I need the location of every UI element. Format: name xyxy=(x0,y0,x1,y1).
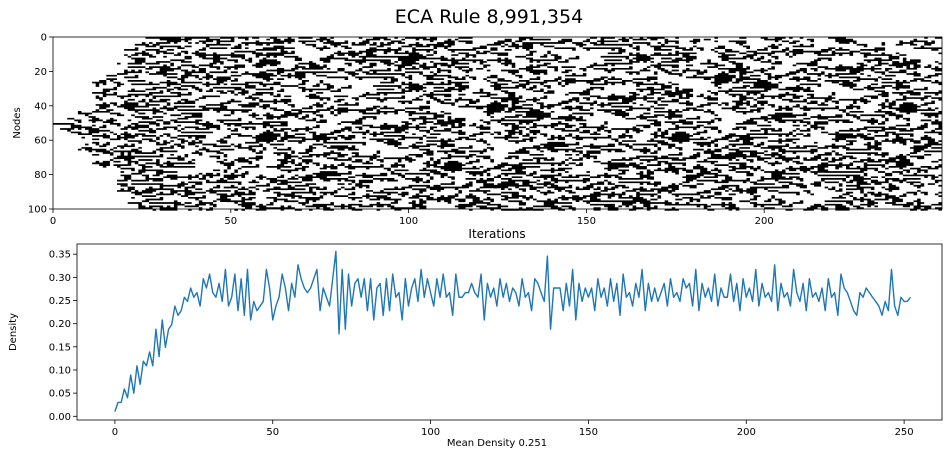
x-tick-label: 150 xyxy=(577,216,596,227)
y-tick-label: 0.05 xyxy=(49,389,71,400)
y-tick-label: 0.25 xyxy=(49,296,71,307)
spacetime-y-axis-label: Nodes xyxy=(12,107,23,138)
x-tick-label: 100 xyxy=(399,216,418,227)
density-x-ticks: 0 50 100 150 200 250 xyxy=(112,420,914,438)
spacetime-x-ticks: 0 50 100 150 200 xyxy=(50,209,774,227)
density-x-axis-label: Mean Density 0.251 xyxy=(447,438,547,449)
y-tick-label: 0.15 xyxy=(49,342,71,353)
density-frame xyxy=(76,243,943,421)
y-tick-label: 0.30 xyxy=(49,273,71,284)
x-tick-label: 200 xyxy=(737,427,756,438)
spacetime-x-axis-label: Iterations xyxy=(468,227,525,241)
density-series-line xyxy=(114,250,911,412)
x-tick-label: 200 xyxy=(755,216,774,227)
y-tick-label: 0.35 xyxy=(49,250,71,261)
x-tick-label: 50 xyxy=(266,427,279,438)
spacetime-panel: 0 50 100 150 200 0 20 40 60 80 100 Iterations Nod… xyxy=(12,33,943,241)
spacetime-y-ticks: 0 20 40 60 80 100 xyxy=(28,33,53,216)
x-tick-label: 250 xyxy=(895,427,914,438)
x-tick-label: 100 xyxy=(421,427,440,438)
x-tick-label: 150 xyxy=(579,427,598,438)
spacetime-active-cells xyxy=(53,37,942,211)
density-y-ticks: 0.00 0.05 0.10 0.15 0.20 0.25 0.30 0.35 xyxy=(49,250,77,423)
y-tick-label: 80 xyxy=(34,170,47,181)
y-tick-label: 40 xyxy=(34,101,47,112)
density-y-axis-label: Density xyxy=(8,313,19,351)
y-tick-label: 0.10 xyxy=(49,365,71,376)
y-tick-label: 0 xyxy=(41,33,47,44)
y-tick-label: 0.00 xyxy=(49,412,71,423)
y-tick-label: 100 xyxy=(28,205,47,216)
spacetime-frame xyxy=(52,36,943,210)
x-tick-label: 0 xyxy=(50,216,56,227)
density-plot-area xyxy=(77,244,942,420)
density-panel: 0 50 100 150 200 250 0.00 0.05 0.10 0.15 0.20 0.25… xyxy=(8,243,943,449)
x-tick-label: 0 xyxy=(112,427,118,438)
spacetime-cells xyxy=(53,37,942,211)
y-tick-label: 60 xyxy=(34,136,47,147)
x-tick-label: 50 xyxy=(224,216,237,227)
y-tick-label: 20 xyxy=(34,67,47,78)
figure-title: ECA Rule 8,991,354 xyxy=(395,6,583,28)
y-tick-label: 0.20 xyxy=(49,319,71,330)
